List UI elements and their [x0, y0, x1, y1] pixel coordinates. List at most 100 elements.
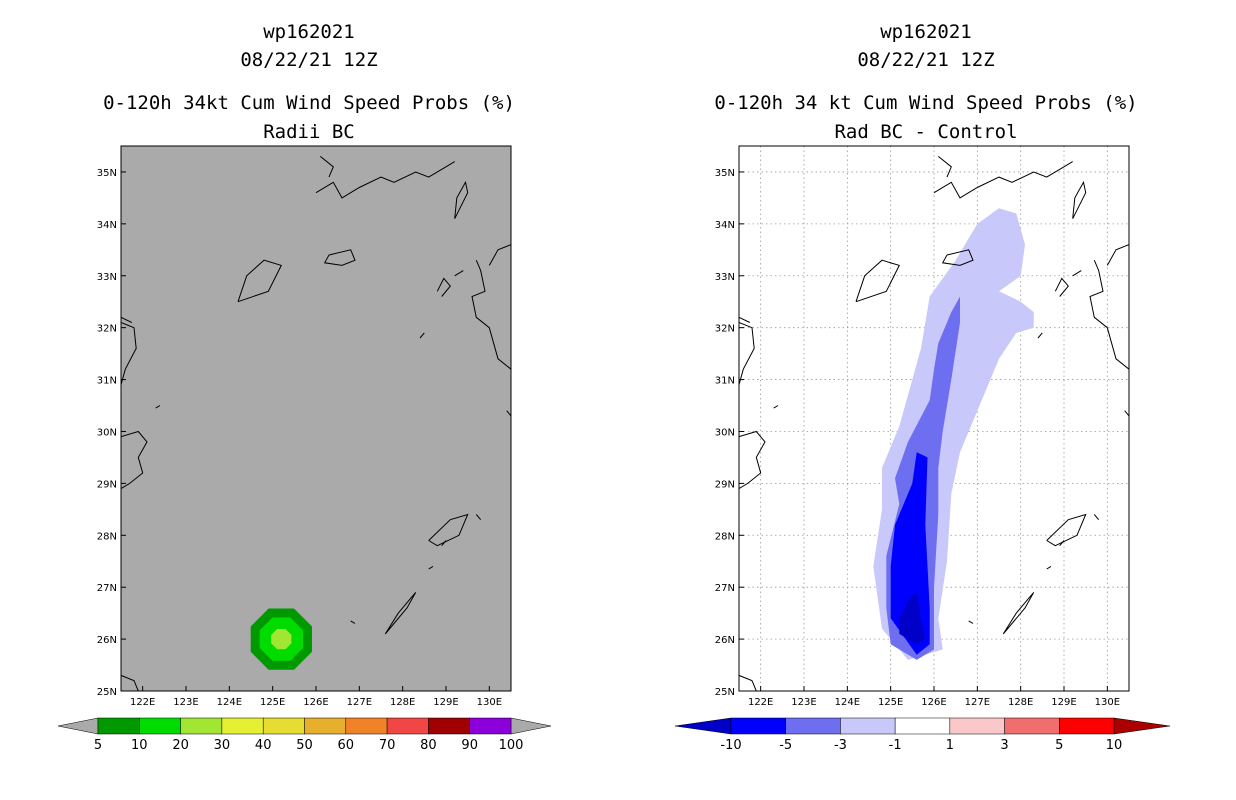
right-colorbar-bin-3 — [894, 717, 951, 735]
left-subtitle: Radii BC — [263, 121, 355, 143]
left-y-tick-label-8: 33N — [97, 272, 117, 283]
right-contours — [873, 208, 1034, 660]
right-coastline-20 — [1124, 410, 1129, 417]
left-map-background — [121, 146, 511, 691]
left-colorbar-label-9: 90 — [461, 738, 478, 753]
right-y-tick-label-4: 29N — [715, 479, 735, 490]
right-x-tick-label-4: 126E — [921, 697, 946, 708]
right-coastline-21 — [1037, 332, 1043, 339]
left-coastline-19 — [350, 620, 356, 624]
left-datetime: 08/22/21 12Z — [240, 49, 377, 71]
right-coastline-16 — [1002, 592, 1035, 635]
left-x-tick-label-0: 122E — [130, 697, 155, 708]
left-x-tick-label-7: 129E — [433, 697, 458, 708]
right-coastline-12 — [1054, 277, 1069, 297]
right-coastline-19 — [968, 620, 974, 624]
left-coastline-5 — [237, 259, 283, 303]
right-colorbar-label-2: -3 — [834, 738, 847, 753]
right-colorbar-label-1: -5 — [779, 738, 792, 753]
right-x-tick-label-0: 122E — [748, 697, 773, 708]
right-colorbar-bin-1 — [785, 717, 841, 735]
left-colorbar: 5 10 20 30 40 50 60 70 80 90 100 — [57, 717, 552, 753]
left-colorbar-bin-1 — [139, 717, 181, 735]
left-coastline-7 — [315, 161, 455, 199]
left-y-tick-label-7: 32N — [97, 324, 117, 335]
right-coastline-6 — [941, 249, 974, 266]
right-colorbar: -10 -5 -3 -1 1 3 5 10 — [674, 717, 1171, 753]
right-contour-3 — [899, 592, 926, 645]
right-x-tick-label-2: 124E — [835, 697, 860, 708]
left-x-tick-label-2: 124E — [217, 697, 242, 708]
right-x-tick-label-8: 130E — [1095, 697, 1120, 708]
right-coastline-4 — [773, 405, 779, 409]
left-y-tick-label-6: 31N — [97, 376, 117, 387]
left-panel: wp162021 08/22/21 12Z 0-120h 34kt Cum Wi… — [57, 21, 552, 753]
left-coastline-0 — [121, 322, 137, 385]
right-coastline-1 — [739, 316, 751, 323]
left-coastline-21 — [419, 332, 425, 339]
right-coastline-9 — [1072, 180, 1087, 219]
right-coastline-7 — [933, 161, 1073, 199]
right-coastline-15 — [1093, 514, 1100, 521]
left-colorbar-label-0: 5 — [94, 738, 102, 753]
right-coastline-13 — [1072, 270, 1082, 277]
right-x-tick-label-1: 123E — [791, 697, 816, 708]
right-x-tick-label-3: 125E — [878, 697, 903, 708]
left-colorbar-over-arrow — [510, 717, 552, 735]
left-coastline-2 — [121, 430, 148, 490]
right-colorbar-label-0: -10 — [720, 738, 741, 753]
left-y-tick-label-10: 35N — [97, 168, 117, 179]
right-contour-2 — [890, 452, 930, 655]
left-coastline-14 — [428, 513, 469, 547]
left-coastline-20 — [506, 410, 511, 417]
left-x-tick-label-4: 126E — [303, 697, 328, 708]
left-coastline-10 — [488, 244, 511, 266]
right-colorbar-label-7: 10 — [1106, 738, 1123, 753]
left-coastline-8 — [319, 156, 334, 178]
right-coastline-17 — [1046, 565, 1052, 570]
right-coastline-11 — [1089, 260, 1129, 370]
right-colorbar-label-3: -1 — [889, 738, 902, 753]
right-coastline-10 — [1106, 244, 1129, 266]
right-colorbar-bin-4 — [949, 717, 1005, 735]
left-colorbar-label-4: 40 — [255, 738, 272, 753]
right-x-axis: 122E 123E 124E 125E 126E 127E 128E 129E 130E — [748, 686, 1120, 708]
left-coastline-15 — [475, 514, 482, 521]
right-x-tick-label-6: 128E — [1008, 697, 1033, 708]
right-colorbar-label-5: 3 — [1000, 738, 1008, 753]
left-colorbar-bin-9 — [469, 717, 512, 735]
right-coastline-2 — [739, 430, 766, 490]
right-storm-id: wp162021 — [880, 21, 972, 43]
left-coastline-17 — [428, 565, 434, 570]
right-title: 0-120h 34 kt Cum Wind Speed Probs (%) — [714, 92, 1137, 114]
left-colorbar-bin-3 — [221, 717, 264, 735]
right-y-tick-label-1: 26N — [715, 635, 735, 646]
left-y-axis: 25N 26N 27N 28N 29N 30N 31N 32N 33N 34N 35N — [97, 168, 126, 698]
left-coastline-12 — [436, 277, 451, 297]
right-x-tick-label-7: 129E — [1051, 697, 1076, 708]
right-coastline-3 — [739, 674, 757, 691]
left-colorbar-bin-8 — [428, 717, 470, 735]
right-colorbar-under-arrow — [674, 717, 732, 735]
left-contour-2 — [271, 629, 292, 650]
right-colorbar-label-4: 1 — [946, 738, 954, 753]
right-coastline-14 — [1046, 513, 1087, 547]
left-coastline-3 — [121, 674, 139, 691]
right-subtitle: Rad BC - Control — [834, 121, 1017, 143]
right-coastline-18 — [1059, 540, 1065, 547]
right-y-tick-label-5: 30N — [715, 427, 735, 438]
left-coastline-18 — [441, 540, 447, 547]
right-colorbar-bin-6 — [1059, 717, 1115, 735]
left-colorbar-bin-0 — [97, 717, 140, 735]
right-coastline-0 — [739, 322, 755, 385]
left-colorbar-label-5: 50 — [296, 738, 313, 753]
right-colorbar-label-6: 5 — [1055, 738, 1063, 753]
left-y-tick-label-3: 28N — [97, 531, 117, 542]
left-colorbar-label-3: 30 — [214, 738, 231, 753]
left-coastline-4 — [155, 405, 161, 409]
left-contours — [250, 608, 312, 670]
right-colorbar-bin-0 — [730, 717, 786, 735]
right-y-tick-label-7: 32N — [715, 324, 735, 335]
left-y-tick-label-0: 25N — [97, 687, 117, 698]
